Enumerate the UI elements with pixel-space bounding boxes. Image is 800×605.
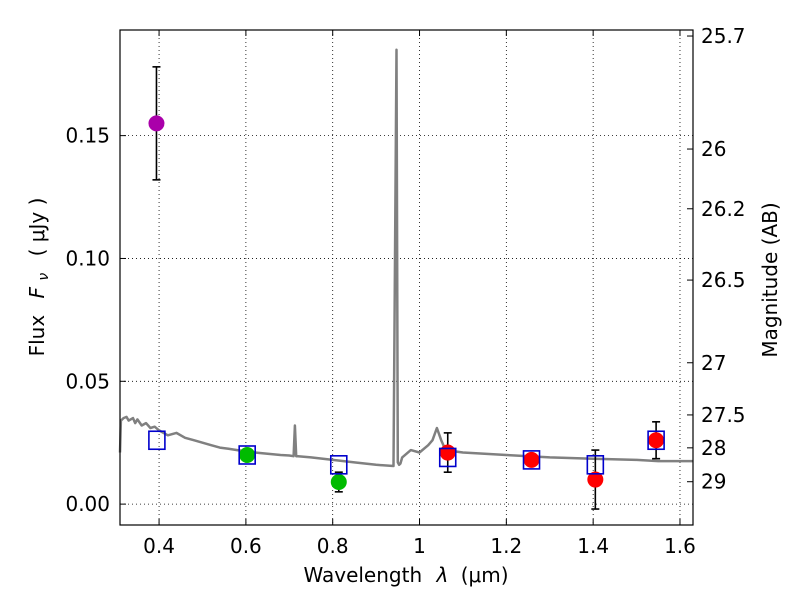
model-flux-box [438,447,457,468]
y2-tick-label: 26 [701,137,726,161]
y-axis-label-text: Flux [25,315,49,357]
y-axis-label-symbol: F [25,286,49,298]
y2-tick-label: 25.7 [701,24,746,48]
spectrum-line [118,48,693,468]
x-axis-label-text: Wavelength [303,563,422,587]
x-tick-label: 0.8 [317,534,349,558]
y2-tick-label: 28 [701,436,726,460]
observed-point [587,471,604,488]
observed-point [439,444,456,461]
model-flux-box [148,430,166,451]
grid [120,30,693,525]
plot-frame [119,29,694,526]
observed-point [523,451,540,468]
y-tick-label: 0.00 [65,492,110,516]
observed-point [330,474,347,491]
model-flux-box [238,445,256,465]
y-tick-label: 0.10 [65,246,110,270]
y-axis-label-subscript: ν [36,273,52,281]
y2-tick-label: 27.5 [701,403,746,427]
observed-point [239,446,256,463]
x-tick-label: 1.4 [577,534,609,558]
x-tick-label: 0.4 [143,534,175,558]
y-axis-label: Flux F ν ( μJy ) [25,198,53,357]
x-tick-label: 1.6 [664,534,696,558]
observed-photometry-series [148,66,665,510]
spectrum-series [118,48,693,468]
y2-tick-label: 29 [701,470,726,494]
x-tick-label: 0.6 [230,534,262,558]
model-flux-box [522,450,541,470]
y2-tick-label: 27 [701,351,726,375]
model-flux-box [586,455,605,475]
y2-axis-label: Magnitude (AB) [758,202,782,357]
x-tick-label: 1.2 [490,534,522,558]
y-axis-label-unit: ( μJy ) [25,198,49,257]
axis-ticks: 0.4 0.6 0.8 1 1.2 1.4 1.6 0.00 0.05 0.10 0.15 25.7 2… [65,24,745,558]
model-box-group [148,430,665,475]
x-axis-label: Wavelength λ (μm) [303,563,508,587]
observed-point [648,432,665,449]
model-flux-box [329,455,348,475]
y2-tick-label: 26.2 [701,197,746,221]
model-flux-box [647,430,665,451]
x-tick-label: 1 [413,534,426,558]
x-axis-label-symbol: λ [436,563,449,587]
y-tick-label: 0.15 [65,124,110,148]
x-axis-label-unit: (μm) [461,563,509,587]
observed-point [148,115,165,132]
y-tick-label: 0.05 [65,369,110,393]
y2-tick-label: 26.5 [701,268,746,292]
